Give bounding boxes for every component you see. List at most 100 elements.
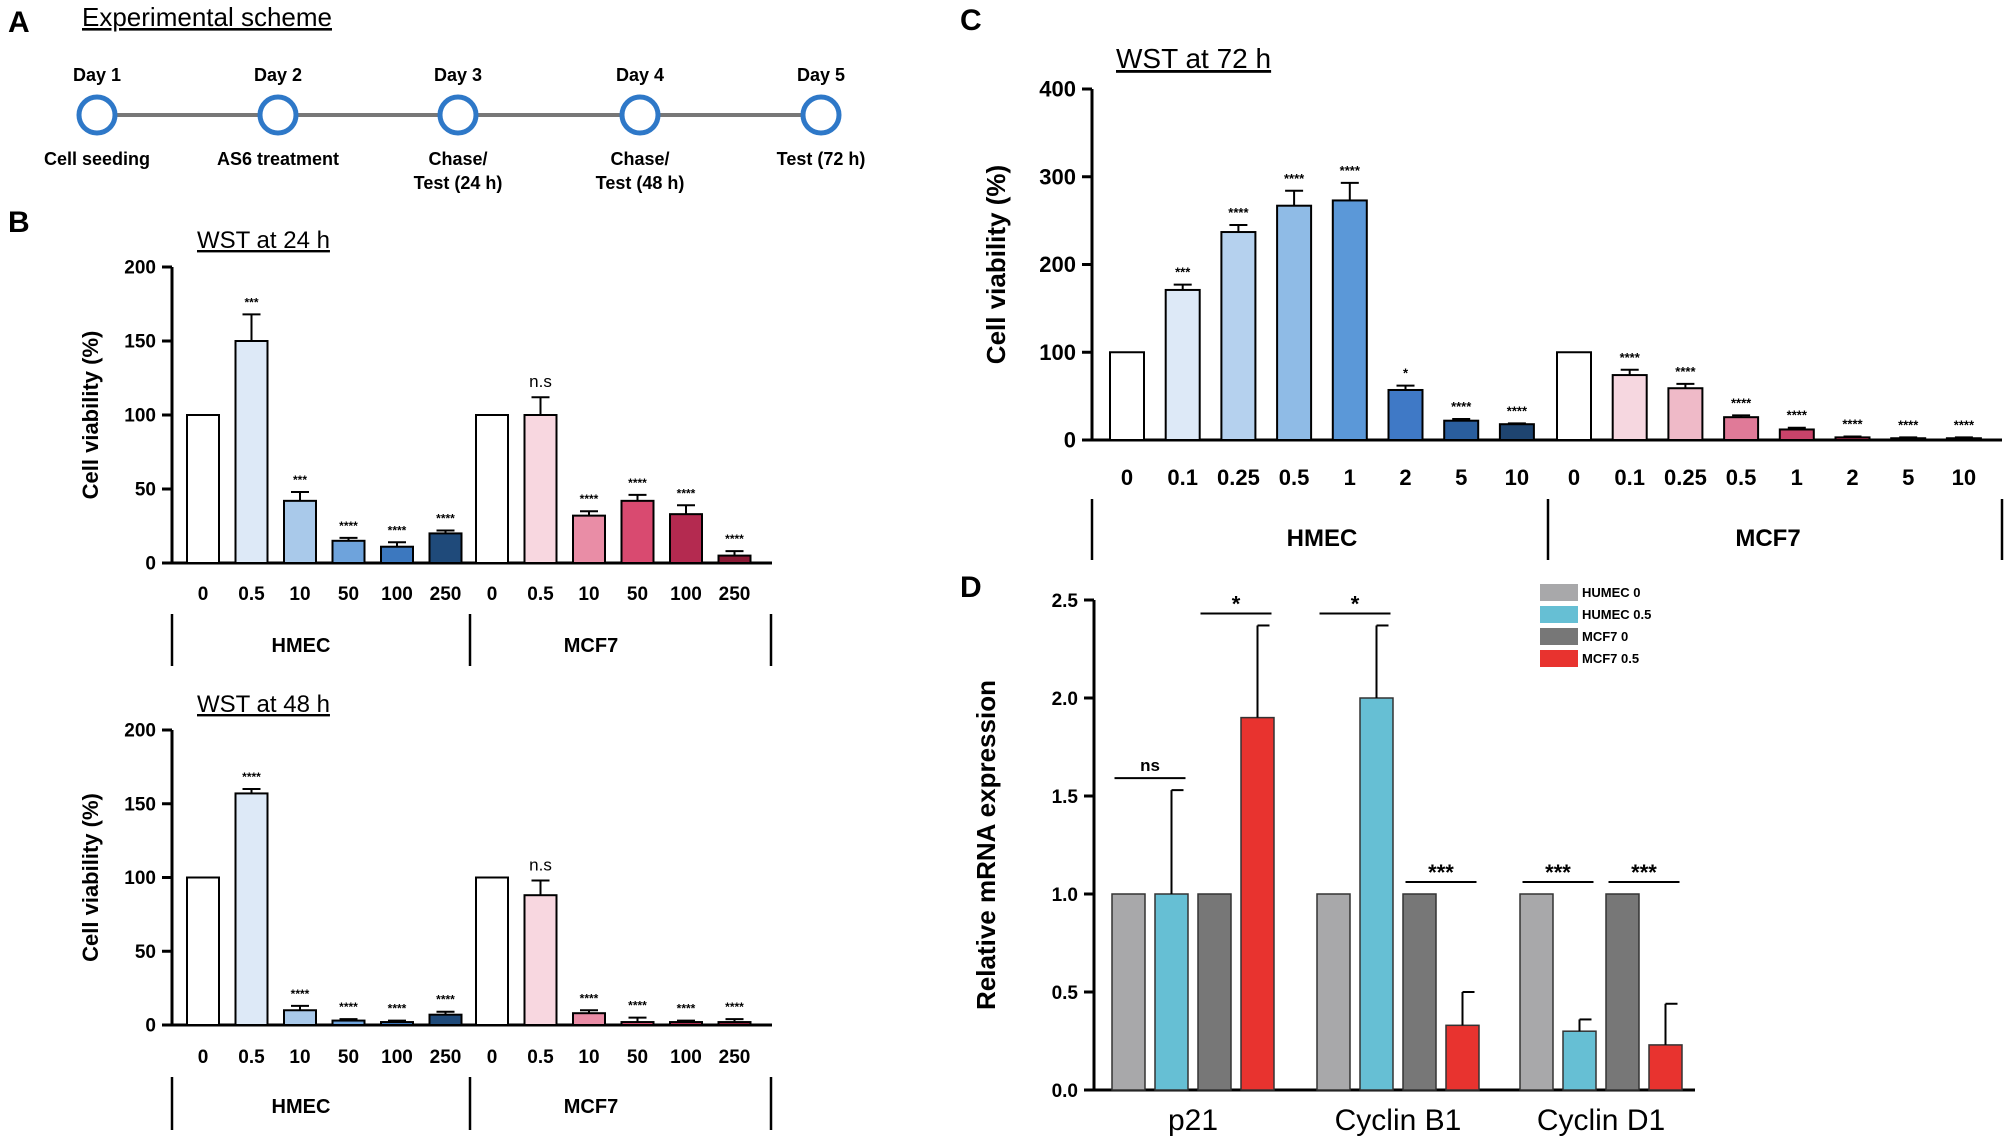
timeline-step-label: Test (72 h) — [777, 149, 866, 169]
x-tick-label: p21 — [1168, 1104, 1218, 1137]
timeline-day-label: Day 3 — [434, 65, 482, 85]
bar — [1197, 893, 1232, 1091]
x-tick-label: 50 — [627, 584, 648, 605]
x-tick-label: 100 — [670, 1047, 702, 1068]
bar — [1359, 697, 1394, 1091]
significance-label: **** — [1842, 416, 1863, 431]
bar — [234, 792, 269, 1026]
timeline-day-label: Day 5 — [797, 65, 845, 85]
significance-label: **** — [1898, 417, 1919, 432]
panel-letter-b: B — [8, 206, 30, 239]
timeline-step-label: Cell seeding — [44, 149, 150, 169]
significance-label: **** — [1954, 417, 1975, 432]
bar — [186, 414, 220, 564]
significance-label: **** — [677, 1002, 696, 1016]
x-tick-label: 50 — [338, 584, 359, 605]
panel-letter-a: A — [8, 6, 30, 39]
x-tick-label: 5 — [1455, 465, 1467, 490]
y-tick-label: 100 — [124, 406, 156, 427]
y-axis-label: Cell viability (%) — [981, 165, 1011, 364]
x-tick-label: 100 — [381, 1047, 413, 1068]
y-tick-label: 200 — [124, 258, 156, 279]
y-tick-label: 100 — [124, 868, 156, 889]
legend-swatch — [1540, 584, 1578, 601]
group-label: MCF7 — [1735, 525, 1800, 552]
comparison-label: * — [1351, 591, 1360, 616]
x-tick-label: 0.1 — [1614, 465, 1645, 490]
bar — [1945, 437, 1982, 441]
group-label: MCF7 — [564, 1096, 618, 1118]
x-tick-label: 0 — [198, 1047, 209, 1068]
y-tick-label: 0 — [145, 1016, 156, 1037]
bar — [1605, 893, 1640, 1091]
group-label: HMEC — [1287, 525, 1358, 552]
significance-label: **** — [1731, 395, 1752, 410]
timeline-day-label: Day 1 — [73, 65, 121, 85]
timeline-step-label: Test (24 h) — [414, 173, 503, 193]
group-label: MCF7 — [564, 635, 618, 657]
comparison-label: ns — [1140, 756, 1160, 775]
timeline-node — [257, 94, 299, 136]
bar — [1648, 1044, 1683, 1091]
y-axis-label: Cell viability (%) — [78, 331, 103, 500]
timeline-step-label: Chase/ — [610, 149, 669, 169]
bar — [1402, 893, 1437, 1091]
bar — [1111, 893, 1146, 1091]
x-tick-label: 1 — [1791, 465, 1803, 490]
y-tick-label: 400 — [1039, 77, 1076, 102]
bar — [380, 1021, 414, 1026]
panel-letter-c: C — [960, 4, 982, 37]
bar — [1387, 388, 1424, 442]
y-tick-label: 100 — [1039, 340, 1076, 365]
significance-label: **** — [242, 770, 261, 784]
group-label: HMEC — [272, 635, 331, 657]
bar — [1109, 351, 1145, 441]
significance-label: * — [1403, 366, 1409, 381]
bar — [620, 499, 655, 564]
y-tick-label: 150 — [124, 332, 156, 353]
y-tick-label: 50 — [135, 942, 156, 963]
bar — [1240, 716, 1275, 1091]
legend-label: MCF7 0.5 — [1582, 651, 1639, 666]
bar — [620, 1021, 655, 1026]
comparison-label: * — [1232, 591, 1241, 616]
x-tick-label: 0.5 — [1279, 465, 1310, 490]
significance-label: **** — [436, 993, 455, 1007]
timeline-day-label: Day 2 — [254, 65, 302, 85]
bar — [523, 894, 558, 1027]
x-tick-label: 50 — [338, 1047, 359, 1068]
x-tick-label: 250 — [719, 1047, 751, 1068]
x-tick-label: 10 — [1952, 465, 1976, 490]
y-tick-label: 200 — [124, 721, 156, 742]
y-tick-label: 2.0 — [1052, 689, 1078, 710]
y-tick-label: 0.0 — [1052, 1081, 1078, 1102]
y-tick-label: 1.0 — [1052, 885, 1078, 906]
bar — [1834, 436, 1871, 441]
chart-title: WST at 72 h — [1116, 43, 1271, 74]
bar — [475, 876, 509, 1026]
bar — [1498, 423, 1535, 441]
timeline-node — [437, 94, 479, 136]
bar — [1667, 387, 1704, 442]
bar — [331, 539, 366, 564]
x-tick-label: 1 — [1344, 465, 1356, 490]
timeline-step-label: Test (48 h) — [596, 173, 685, 193]
y-tick-label: 0.5 — [1052, 983, 1079, 1004]
x-tick-label: 10 — [578, 1047, 599, 1068]
bar — [1316, 893, 1351, 1091]
x-tick-label: 0 — [1121, 465, 1133, 490]
x-tick-label: 10 — [1505, 465, 1529, 490]
bar — [572, 514, 606, 565]
y-tick-label: 2.5 — [1052, 591, 1079, 612]
x-tick-label: 0.5 — [527, 584, 554, 605]
x-tick-label: 0 — [487, 1047, 498, 1068]
y-tick-label: 0 — [1064, 428, 1076, 453]
significance-label: *** — [293, 473, 307, 487]
bar — [1562, 1030, 1597, 1091]
x-tick-label: 250 — [719, 584, 751, 605]
x-tick-label: 250 — [430, 584, 462, 605]
significance-label: **** — [677, 486, 696, 500]
legend-swatch — [1540, 606, 1578, 623]
x-tick-label: 0.5 — [238, 1047, 265, 1068]
bar — [1778, 428, 1815, 442]
